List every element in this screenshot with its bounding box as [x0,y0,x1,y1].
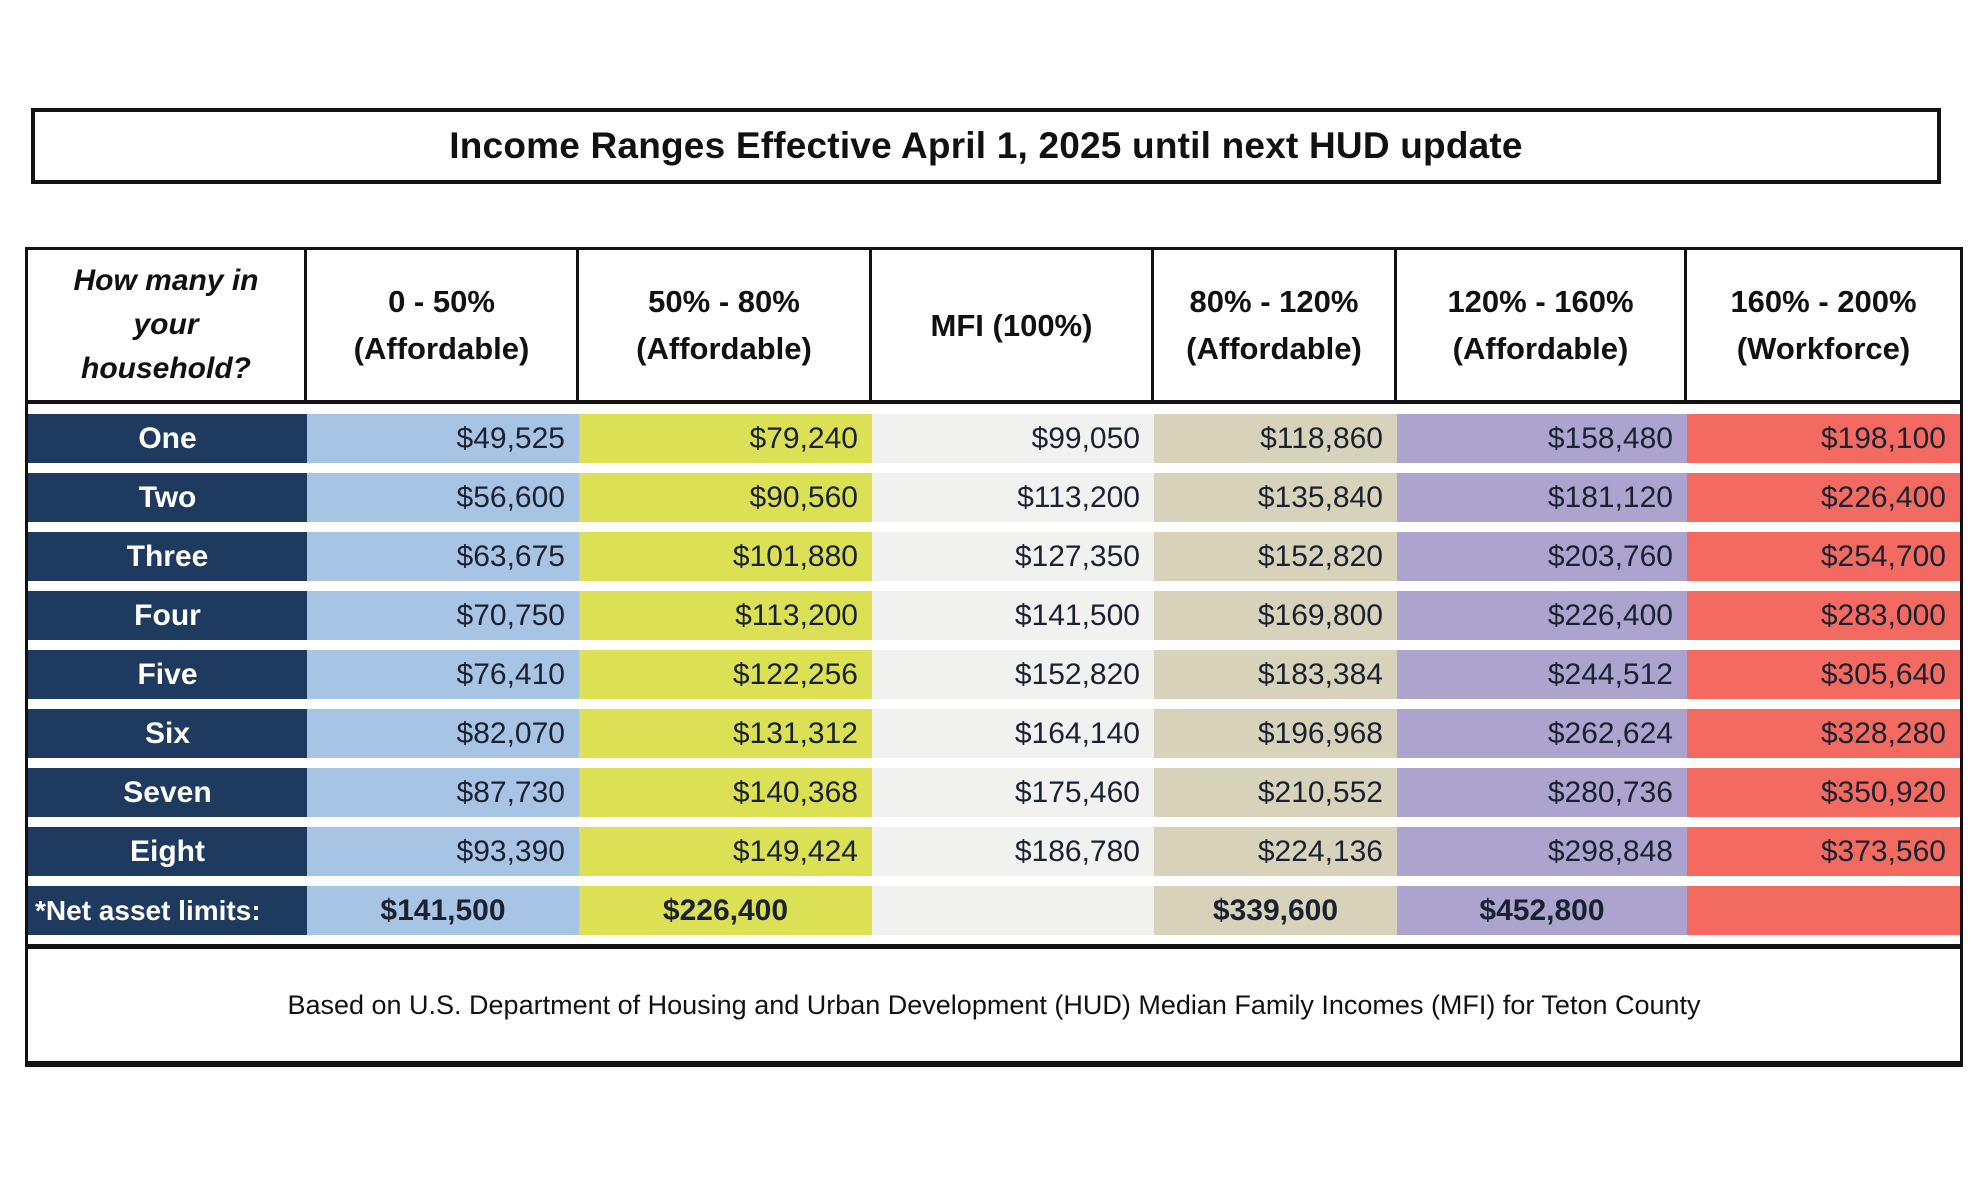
income-value: $169,800 [1154,591,1397,640]
income-value: $328,280 [1687,709,1960,758]
income-value: $254,700 [1687,532,1960,581]
column-tier-label: (Workforce) [1736,331,1911,366]
column-header-80-120: 80% - 120% (Affordable) [1154,250,1397,400]
income-value: $196,968 [1154,709,1397,758]
income-value: $49,525 [307,414,579,463]
column-tier-label: (Affordable) [1452,331,1629,366]
income-value: $210,552 [1154,768,1397,817]
table-row: Three $63,675 $101,880 $127,350 $152,820… [28,532,1960,581]
net-asset-value: $226,400 [579,886,872,935]
income-value: $122,256 [579,650,872,699]
income-value: $90,560 [579,473,872,522]
column-range-label: 120% - 160% [1447,284,1634,319]
income-value: $141,500 [872,591,1154,640]
column-header-household: How many in your household? [28,250,307,400]
source-note: Based on U.S. Department of Housing and … [287,989,1701,1020]
table-row: Six $82,070 $131,312 $164,140 $196,968 $… [28,709,1960,758]
row-label: One [28,414,307,463]
income-value: $152,820 [1154,532,1397,581]
income-value: $305,640 [1687,650,1960,699]
income-value: $280,736 [1397,768,1687,817]
income-value: $262,624 [1397,709,1687,758]
title-banner: Income Ranges Effective April 1, 2025 un… [31,108,1941,184]
column-range-label: 50% - 80% [648,284,800,319]
row-label: Three [28,532,307,581]
column-header-0-50: 0 - 50% (Affordable) [307,250,579,400]
income-value: $283,000 [1687,591,1960,640]
column-range-label: 160% - 200% [1730,284,1917,319]
footer-divider [28,944,1960,949]
income-value: $93,390 [307,827,579,876]
table-row: Eight $93,390 $149,424 $186,780 $224,136… [28,827,1960,876]
column-tier-label: (Affordable) [353,331,530,366]
income-value: $226,400 [1687,473,1960,522]
income-ranges-table: How many in your household? 0 - 50% (Aff… [25,247,1963,1067]
column-header-120-160: 120% - 160% (Affordable) [1397,250,1687,400]
table-body: One $49,525 $79,240 $99,050 $118,860 $15… [28,414,1960,876]
row-label: Four [28,591,307,640]
income-value: $181,120 [1397,473,1687,522]
table-row: One $49,525 $79,240 $99,050 $118,860 $15… [28,414,1960,463]
column-header-160-200: 160% - 200% (Workforce) [1687,250,1960,400]
table-row: Seven $87,730 $140,368 $175,460 $210,552… [28,768,1960,817]
income-value: $175,460 [872,768,1154,817]
table-header-row: How many in your household? 0 - 50% (Aff… [28,250,1960,404]
row-label: Eight [28,827,307,876]
income-value: $140,368 [579,768,872,817]
income-value: $63,675 [307,532,579,581]
income-value: $183,384 [1154,650,1397,699]
column-header-mfi: MFI (100%) [872,250,1154,400]
net-asset-value: $339,600 [1154,886,1397,935]
income-value: $87,730 [307,768,579,817]
income-value: $373,560 [1687,827,1960,876]
income-value: $350,920 [1687,768,1960,817]
income-value: $118,860 [1154,414,1397,463]
table-footer: Based on U.S. Department of Housing and … [28,949,1960,1061]
income-value: $79,240 [579,414,872,463]
income-value: $113,200 [579,591,872,640]
income-value: $203,760 [1397,532,1687,581]
income-value: $198,100 [1687,414,1960,463]
net-asset-value [872,886,1154,935]
column-tier-label: (Affordable) [1186,331,1362,366]
income-value: $99,050 [872,414,1154,463]
net-asset-value [1687,886,1960,935]
income-value: $186,780 [872,827,1154,876]
table-row: Two $56,600 $90,560 $113,200 $135,840 $1… [28,473,1960,522]
income-value: $158,480 [1397,414,1687,463]
income-value: $82,070 [307,709,579,758]
row-label: Two [28,473,307,522]
column-range-label: 0 - 50% [388,284,495,319]
row-label: Five [28,650,307,699]
income-value: $244,512 [1397,650,1687,699]
income-value: $152,820 [872,650,1154,699]
net-asset-value: $452,800 [1397,886,1687,935]
income-value: $127,350 [872,532,1154,581]
page-title: Income Ranges Effective April 1, 2025 un… [449,125,1523,166]
income-value: $164,140 [872,709,1154,758]
column-tier-label: (Affordable) [636,331,812,366]
income-value: $76,410 [307,650,579,699]
income-value: $149,424 [579,827,872,876]
net-asset-value: $141,500 [307,886,579,935]
column-range-label: MFI (100%) [930,307,1093,343]
row-label: *Net asset limits: [28,886,307,935]
row-label: Seven [28,768,307,817]
column-range-label: 80% - 120% [1189,284,1359,319]
income-value: $298,848 [1397,827,1687,876]
net-asset-limits-row: *Net asset limits: $141,500 $226,400 $33… [28,886,1960,935]
table-row: Four $70,750 $113,200 $141,500 $169,800 … [28,591,1960,640]
income-value: $70,750 [307,591,579,640]
income-value: $131,312 [579,709,872,758]
column-header-50-80: 50% - 80% (Affordable) [579,250,872,400]
income-value: $226,400 [1397,591,1687,640]
income-value: $56,600 [307,473,579,522]
row-label: Six [28,709,307,758]
income-value: $113,200 [872,473,1154,522]
income-value: $101,880 [579,532,872,581]
table-row: Five $76,410 $122,256 $152,820 $183,384 … [28,650,1960,699]
income-value: $135,840 [1154,473,1397,522]
income-value: $224,136 [1154,827,1397,876]
